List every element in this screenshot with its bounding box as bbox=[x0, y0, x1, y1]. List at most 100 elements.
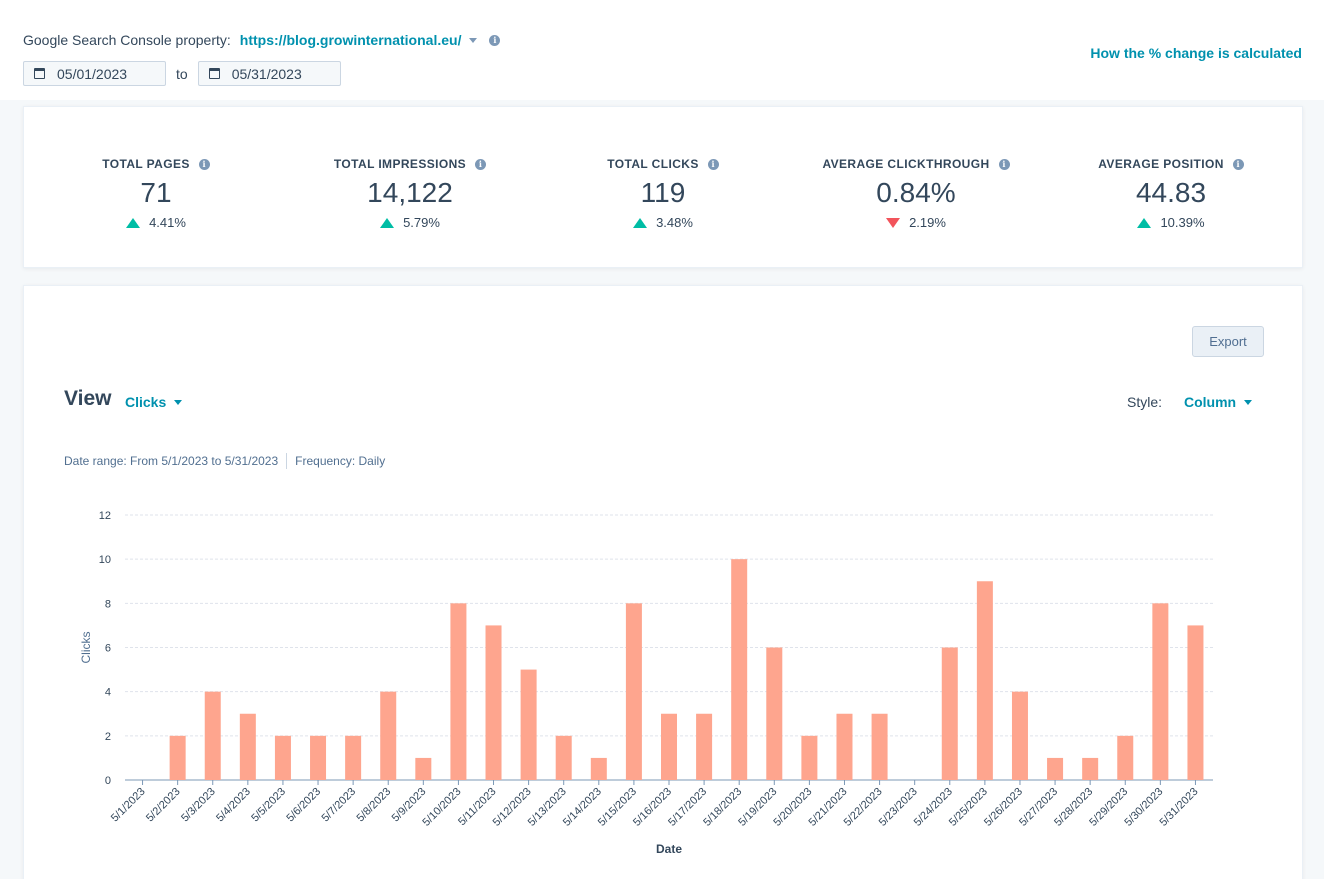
chart-meta: Date range: From 5/1/2023 to 5/31/2023 F… bbox=[64, 453, 385, 469]
x-tick-label: 5/5/2023 bbox=[249, 786, 288, 825]
chart-bar[interactable] bbox=[1011, 691, 1028, 780]
trend-up-icon bbox=[1137, 217, 1152, 228]
y-tick-label: 0 bbox=[105, 775, 111, 787]
chevron-down-icon bbox=[1244, 399, 1253, 405]
stat-total-pages: TOTAL PAGES i 71 4.41% bbox=[26, 157, 286, 230]
info-icon[interactable]: i bbox=[1232, 158, 1244, 170]
chart-bar[interactable] bbox=[555, 735, 572, 780]
divider bbox=[286, 453, 288, 469]
trend-up-icon bbox=[380, 217, 395, 228]
chart-bar[interactable] bbox=[239, 713, 256, 780]
stat-value: 44.83 bbox=[1135, 177, 1207, 208]
info-icon[interactable]: i bbox=[489, 34, 501, 46]
x-tick-label: 5/7/2023 bbox=[319, 786, 358, 825]
date-to-label: to bbox=[176, 65, 188, 82]
chart-bar[interactable] bbox=[696, 713, 713, 780]
chart-bar[interactable] bbox=[976, 581, 993, 780]
property-label: Google Search Console property: bbox=[23, 32, 231, 48]
date-range-row: 05/01/2023 to 05/31/2023 bbox=[23, 61, 341, 86]
chart-style-value: Column bbox=[1184, 394, 1237, 410]
end-date-value: 05/31/2023 bbox=[231, 65, 302, 82]
info-icon[interactable]: i bbox=[707, 158, 719, 170]
trend-up-icon bbox=[126, 217, 141, 228]
style-label: Style: bbox=[1127, 394, 1163, 410]
chart-bar[interactable] bbox=[766, 647, 783, 781]
stat-label: TOTAL CLICKS bbox=[607, 157, 699, 171]
stat-value: 0.84% bbox=[876, 177, 956, 208]
chevron-down-icon bbox=[174, 399, 183, 405]
stat-average-clickthrough: AVERAGE CLICKTHROUGH i 0.84% 2.19% bbox=[786, 157, 1046, 230]
chart-bar[interactable] bbox=[380, 691, 397, 780]
chart-style-dropdown[interactable]: Column bbox=[1184, 394, 1253, 410]
y-tick-label: 6 bbox=[105, 643, 111, 655]
stat-change: 4.41% bbox=[149, 215, 186, 230]
stat-label: AVERAGE CLICKTHROUGH bbox=[822, 157, 990, 171]
percent-change-help-link[interactable]: How the % change is calculated bbox=[1090, 45, 1302, 61]
chart-bar[interactable] bbox=[941, 647, 958, 781]
view-metric-dropdown[interactable]: Clicks bbox=[125, 394, 183, 410]
chart-bar[interactable] bbox=[625, 603, 642, 780]
end-date-field[interactable]: 05/31/2023 bbox=[197, 61, 341, 86]
x-tick-label: 5/2/2023 bbox=[144, 786, 183, 825]
x-tick-label: 5/6/2023 bbox=[284, 786, 323, 825]
clicks-bar-chart: 0 2 4 6 8 10 12 5/1/20235/2/20235/3/20235/4/202… bbox=[79, 510, 1213, 856]
info-icon[interactable]: i bbox=[198, 158, 210, 170]
calendar-icon bbox=[34, 68, 45, 79]
chart-bar[interactable] bbox=[661, 713, 677, 780]
frequency-text: Frequency: Daily bbox=[295, 454, 386, 468]
chart-bar[interactable] bbox=[1117, 735, 1134, 780]
stat-label: AVERAGE POSITION bbox=[1098, 157, 1224, 171]
stat-value: 119 bbox=[640, 177, 686, 208]
property-dropdown[interactable]: https://blog.growinternational.eu/ bbox=[239, 32, 462, 48]
x-tick-label: 5/31/2023 bbox=[1157, 786, 1200, 829]
chart-bar[interactable] bbox=[450, 603, 467, 780]
y-tick-label: 2 bbox=[105, 731, 111, 743]
x-tick-label: 5/10/2023 bbox=[420, 786, 463, 829]
stat-average-position: AVERAGE POSITION i 44.83 10.39% bbox=[1041, 157, 1301, 230]
stat-label: TOTAL PAGES bbox=[102, 157, 190, 171]
stat-change: 5.79% bbox=[403, 215, 440, 230]
trend-up-icon bbox=[633, 217, 648, 228]
chart-bar[interactable] bbox=[590, 757, 607, 780]
info-icon[interactable]: i bbox=[998, 158, 1010, 170]
stat-label: TOTAL IMPRESSIONS bbox=[333, 157, 467, 171]
chevron-down-icon[interactable] bbox=[469, 37, 478, 43]
chart-bar[interactable] bbox=[731, 559, 748, 780]
chart-bar[interactable] bbox=[415, 757, 432, 780]
export-button[interactable]: Export bbox=[1192, 326, 1264, 357]
chart-bar[interactable] bbox=[836, 713, 853, 780]
chart-card: Export View Clicks Style: Column Date ra… bbox=[23, 285, 1303, 879]
y-tick-label: 8 bbox=[105, 598, 111, 610]
chart-bar[interactable] bbox=[345, 735, 362, 780]
view-title: View bbox=[64, 387, 112, 410]
chart-bar[interactable] bbox=[169, 735, 186, 780]
property-row: Google Search Console property: https://… bbox=[23, 32, 501, 48]
date-range-text: Date range: From 5/1/2023 to 5/31/2023 bbox=[64, 454, 279, 468]
stat-total-impressions: TOTAL IMPRESSIONS i 14,122 5.79% bbox=[280, 157, 540, 230]
chart-bar[interactable] bbox=[204, 691, 221, 780]
view-metric-value: Clicks bbox=[125, 394, 167, 410]
chart-bar[interactable] bbox=[1152, 603, 1169, 780]
stat-total-clicks: TOTAL CLICKS i 119 3.48% bbox=[533, 157, 793, 230]
x-tick-label: 5/3/2023 bbox=[179, 786, 218, 825]
chart-bar[interactable] bbox=[801, 735, 818, 780]
chart-bar[interactable] bbox=[310, 735, 327, 780]
chart-bar[interactable] bbox=[1187, 625, 1204, 780]
y-axis-title: Clicks bbox=[79, 632, 93, 664]
info-icon[interactable]: i bbox=[475, 158, 487, 170]
x-tick-label: 5/4/2023 bbox=[214, 786, 253, 825]
stat-change: 10.39% bbox=[1160, 215, 1205, 230]
x-tick-label: 5/8/2023 bbox=[355, 786, 394, 825]
start-date-field[interactable]: 05/01/2023 bbox=[23, 61, 166, 86]
stat-value: 71 bbox=[140, 177, 172, 208]
chart-bar[interactable] bbox=[1082, 757, 1099, 780]
header-area: Google Search Console property: https://… bbox=[0, 0, 1324, 100]
x-axis-title: Date bbox=[656, 842, 682, 856]
chart-bar[interactable] bbox=[520, 669, 537, 780]
trend-down-icon bbox=[886, 217, 901, 228]
chart-bar[interactable] bbox=[1047, 757, 1064, 780]
chart-bar[interactable] bbox=[485, 625, 502, 780]
chart-bar[interactable] bbox=[871, 713, 888, 780]
chart-bar[interactable] bbox=[274, 735, 291, 780]
stat-change: 2.19% bbox=[909, 215, 946, 230]
